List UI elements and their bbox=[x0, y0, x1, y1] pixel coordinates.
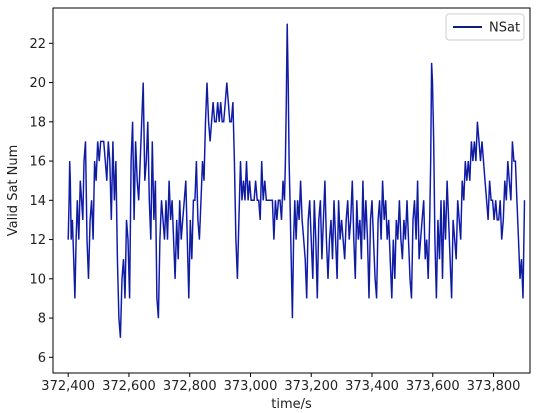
series-line-core-nsat bbox=[67, 23, 525, 338]
x-tick-label: 372,600 bbox=[102, 379, 156, 394]
legend-box bbox=[445, 13, 525, 41]
plot-area bbox=[67, 23, 526, 338]
x-tick-label: 373,400 bbox=[345, 379, 399, 394]
y-tick-label: 16 bbox=[29, 155, 46, 170]
x-tick-label: 372,800 bbox=[163, 379, 217, 394]
x-tick-label: 373,200 bbox=[284, 379, 338, 394]
x-tick-label: 373,000 bbox=[224, 379, 278, 394]
y-tick-label: 18 bbox=[29, 115, 46, 130]
y-tick-label: 10 bbox=[29, 272, 46, 287]
legend-label-nsat: NSat bbox=[489, 21, 520, 36]
plot-frame bbox=[52, 7, 531, 374]
legend: NSat bbox=[445, 13, 525, 41]
x-axis-label: time/s bbox=[271, 397, 312, 412]
y-tick-label: 12 bbox=[29, 233, 46, 248]
axes: 372,400 372,600 372,800 373,000 373,200 373,4… bbox=[6, 7, 531, 412]
y-tick-label: 6 bbox=[38, 351, 46, 366]
series-line-nsat bbox=[67, 23, 526, 338]
x-tick-label: 373,800 bbox=[467, 379, 521, 394]
y-tick-label: 14 bbox=[29, 194, 46, 209]
y-tick-label: 22 bbox=[29, 37, 46, 52]
y-tick-label: 8 bbox=[38, 312, 46, 327]
x-tick-label: 372,400 bbox=[41, 379, 95, 394]
y-tick-label: 20 bbox=[29, 76, 46, 91]
y-axis-label: Valid Sat Num bbox=[6, 145, 21, 237]
x-tick-label: 373,600 bbox=[406, 379, 460, 394]
